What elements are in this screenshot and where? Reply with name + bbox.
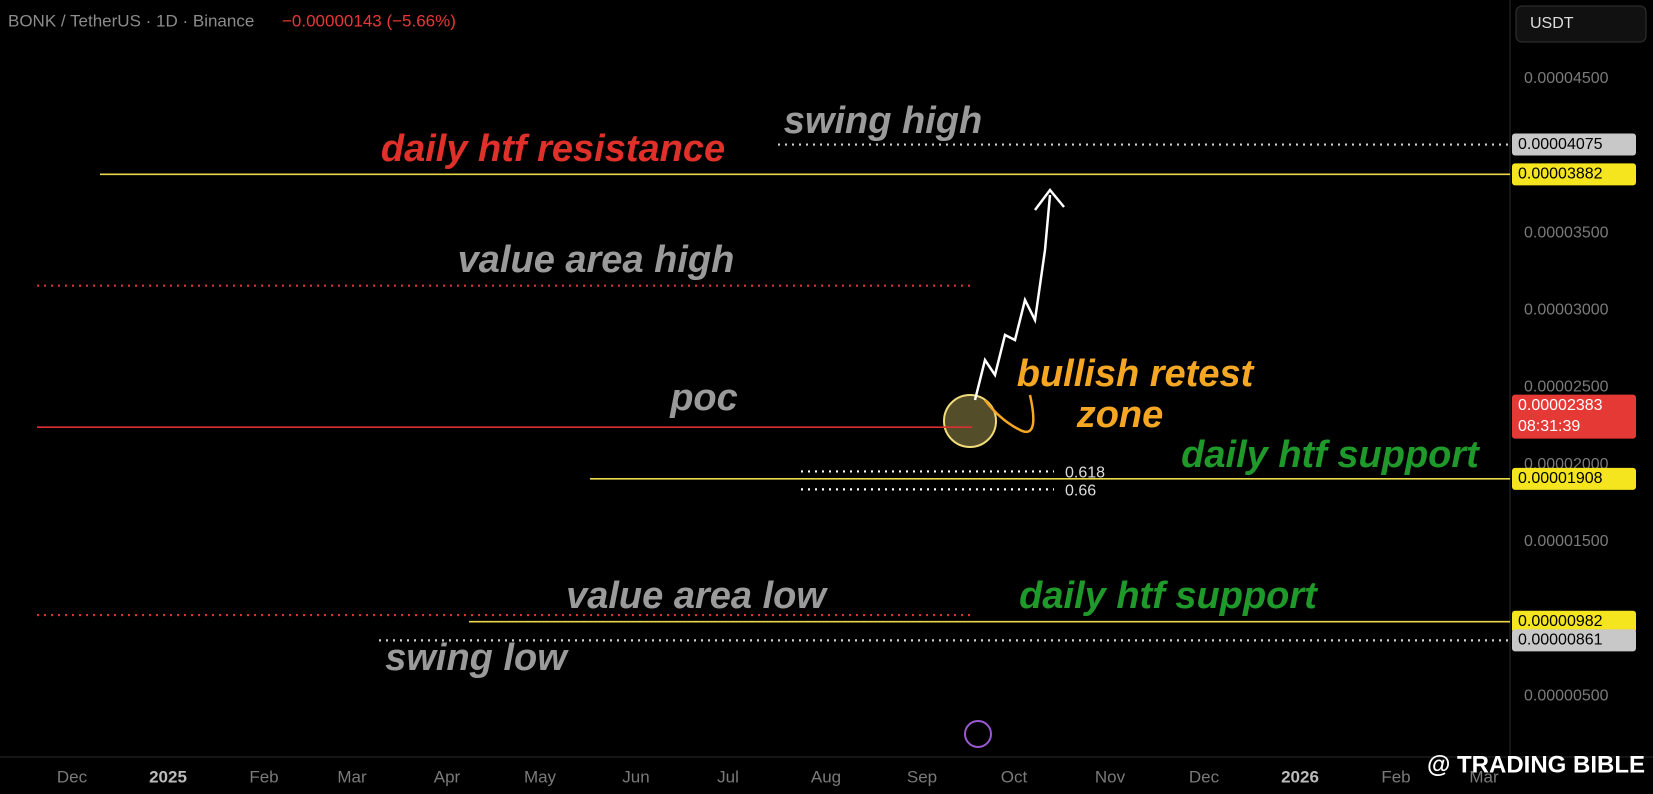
price-tag-label: 0.00000982 <box>1518 613 1603 630</box>
price-tag-label: 0.00003882 <box>1518 166 1603 183</box>
annotation: zone <box>1076 394 1164 436</box>
price-tick-label: 0.00001500 <box>1524 533 1609 550</box>
price-tick-label: 0.00004500 <box>1524 70 1609 87</box>
currency[interactable]: USDT <box>1530 15 1574 32</box>
time-label: Aug <box>811 767 841 786</box>
time-label: Sep <box>907 767 937 786</box>
time-label: Jul <box>717 767 739 786</box>
price-tag <box>1512 610 1636 633</box>
price-tick-label: 0.00000500 <box>1524 687 1609 704</box>
time-label: Oct <box>1001 767 1028 786</box>
price-tag-label: 0.00002383 <box>1518 397 1603 414</box>
price-tag-label: 0.00004075 <box>1518 136 1603 153</box>
price-tick-label: 0.00003500 <box>1524 224 1609 241</box>
time-label: 2025 <box>149 767 187 786</box>
time-axis: Dec 2025 Feb Mar Apr May Jun Jul Aug Sep Oct Nov Dec… <box>57 767 1499 786</box>
price-tag <box>1512 133 1636 156</box>
annotation: value area low <box>566 575 828 617</box>
time-label: Nov <box>1095 767 1126 786</box>
change: −0.00000143 (−5.66%) <box>282 11 456 30</box>
price-tag <box>1512 629 1636 652</box>
alert-icon[interactable] <box>964 720 992 748</box>
price-axis: 0.00004500 0.00003500 0.00003000 0.00002500… <box>1512 70 1636 704</box>
watermark: @ TRADING BIBLE <box>1427 751 1645 778</box>
projection-arrow <box>1034 187 1065 211</box>
annotation: swing high <box>784 100 982 142</box>
fib-label: 0.618 <box>1065 465 1105 482</box>
symbol: BONK / TetherUS · 1D · Binance <box>8 11 254 30</box>
price-tag <box>1512 467 1636 490</box>
projection-path <box>973 194 1052 401</box>
time-label: Mar <box>337 767 367 786</box>
time-label: Feb <box>249 767 278 786</box>
annotations: swing high daily htf resistance value area… <box>381 100 1480 679</box>
price-tag-label: 0.00000861 <box>1518 632 1603 649</box>
annotation: swing low <box>385 637 569 679</box>
pointer-curve <box>984 394 1035 433</box>
annotation: daily htf resistance <box>381 128 725 170</box>
countdown: 08:31:39 <box>1518 418 1580 435</box>
price-tick-label: 0.00002500 <box>1524 379 1609 396</box>
annotation: bullish retest <box>1017 353 1255 395</box>
price-tick-label: 0.00003000 <box>1524 302 1609 319</box>
time-label: Feb <box>1381 767 1410 786</box>
time-label: 2026 <box>1281 767 1319 786</box>
time-label: Mar <box>1469 767 1499 786</box>
time-label: Jun <box>622 767 649 786</box>
retest-circle <box>943 394 997 448</box>
annotation: daily htf support <box>1181 434 1480 476</box>
price-tag-label: 0.00001908 <box>1518 470 1603 487</box>
price-tag <box>1512 163 1636 186</box>
currency-button[interactable] <box>1515 5 1647 43</box>
time-label: Dec <box>1189 767 1220 786</box>
annotation: poc <box>669 377 738 419</box>
price-tag <box>1512 394 1636 439</box>
annotation: daily htf support <box>1019 575 1318 617</box>
time-label: Apr <box>434 767 461 786</box>
time-label: May <box>524 767 557 786</box>
time-label: Dec <box>57 767 88 786</box>
annotation: value area high <box>458 239 735 281</box>
fib-label: 0.66 <box>1065 483 1096 500</box>
drawings <box>943 187 1065 748</box>
